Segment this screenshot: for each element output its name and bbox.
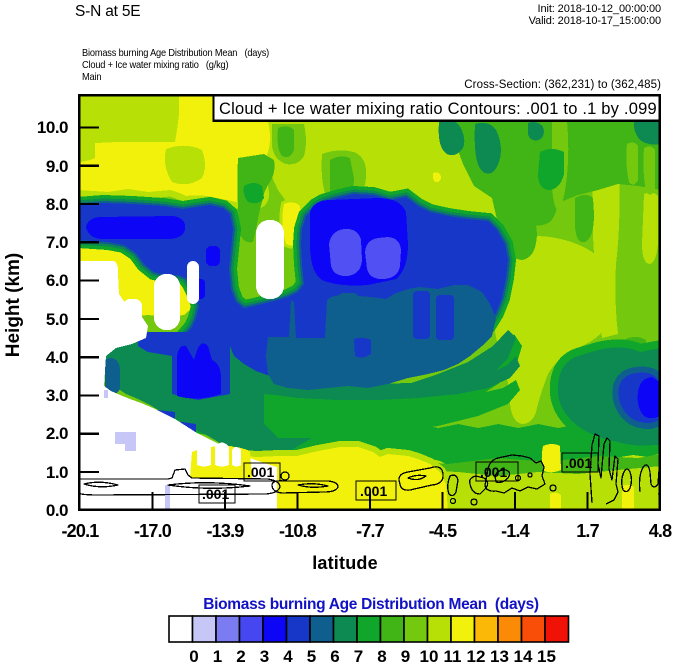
svg-text:.001: .001 [565,455,592,471]
svg-text:.001: .001 [202,486,229,502]
svg-text:.001: .001 [247,464,274,480]
svg-text:.001: .001 [480,464,507,480]
svg-text:Cloud + Ice water mixing ratio: Cloud + Ice water mixing ratio Contours:… [219,100,657,118]
svg-text:.001: .001 [360,483,387,499]
